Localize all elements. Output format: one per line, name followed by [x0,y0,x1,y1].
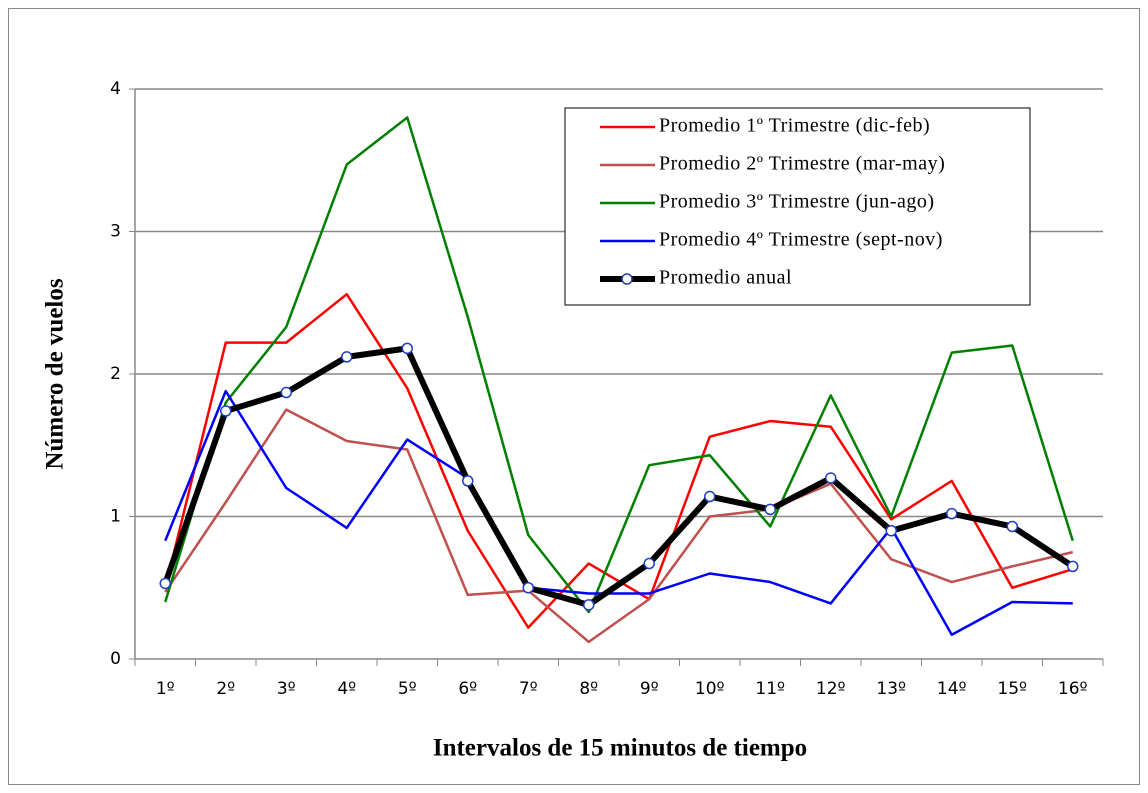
x-tick-label: 3º [277,679,296,699]
point-marker [583,599,595,611]
series-line [164,389,1073,637]
x-tick-label: 9º [640,679,659,699]
point-marker [1006,520,1018,533]
x-tick-label: 12º [816,679,846,699]
y-axis-title: Número de vuelos [42,278,69,469]
point-marker [280,386,292,399]
point-marker [462,475,474,487]
legend-label: Promedio 4º Trimestre (sept-nov) [659,229,943,251]
y-tick-label: 4 [110,79,121,99]
x-tick-label: 5º [398,679,417,699]
legend-label: Promedio 1º Trimestre (dic-feb) [659,115,930,137]
y-tick-label: 1 [110,507,121,527]
point-marker [522,582,534,594]
x-tick-label: 16º [1058,679,1088,699]
legend-marker [621,273,633,285]
series-line [164,408,1074,644]
x-tick-label: 15º [997,679,1027,699]
legend-label: Promedio 2º Trimestre (mar-may) [659,153,945,175]
point-marker [1067,560,1079,573]
legend-label: Promedio 3º Trimestre (jun-ago) [659,191,935,213]
x-tick-label: 13º [876,679,906,699]
series-line [162,345,1075,608]
x-tick-label: 14º [937,679,967,699]
x-tick-label: 1º [156,679,175,699]
point-marker [946,507,958,520]
point-marker [643,557,655,570]
legend-box [564,107,1031,306]
point-marker [825,472,837,484]
point-marker [764,503,776,516]
point-marker [401,342,413,355]
x-tick-label: 10º [695,679,725,699]
y-tick-label: 0 [110,649,121,669]
series-line [164,116,1074,614]
x-tick-label: 11º [755,679,785,699]
point-marker [704,490,716,503]
point-marker [159,577,171,590]
x-tick-label: 2º [216,679,235,699]
y-tick-label: 3 [110,222,121,242]
x-tick-label: 8º [579,679,598,699]
x-tick-label: 6º [458,679,477,699]
x-axis-title: Intervalos de 15 minutos de tiempo [433,735,807,762]
point-marker [341,351,353,363]
y-tick-label: 2 [110,364,121,384]
point-marker [220,405,232,417]
legend-label: Promedio anual [659,267,792,289]
x-tick-label: 7º [519,679,538,699]
point-marker [885,525,897,537]
x-tick-label: 4º [337,679,356,699]
